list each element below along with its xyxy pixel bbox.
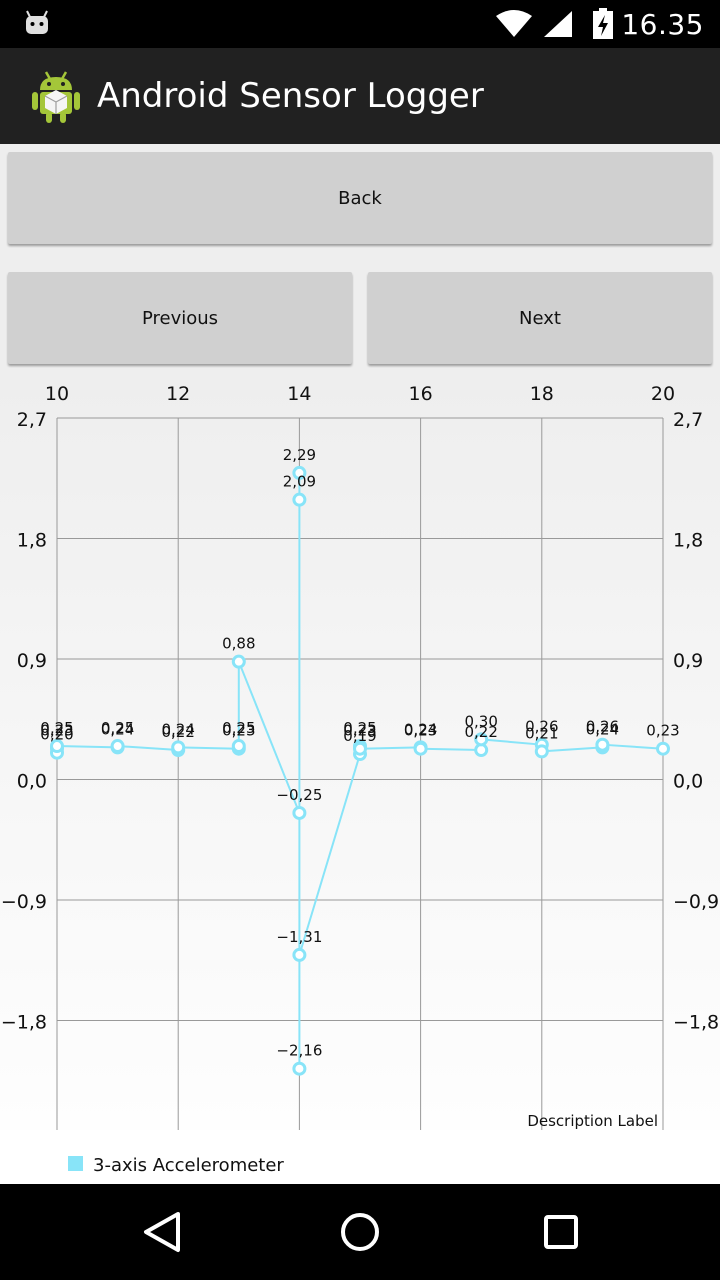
data-point bbox=[231, 739, 246, 754]
accelerometer-chart[interactable]: 10 12 14 16 18 20 2,7 2,7 1,8 1,8 0,9 0,9 0,0 0,0 −0,9… bbox=[0, 372, 720, 1184]
data-label: 0,24 bbox=[404, 720, 437, 738]
previous-button[interactable]: Previous bbox=[8, 272, 352, 364]
data-label: 0,25 bbox=[222, 719, 255, 737]
y-tick-label-left: 0,0 bbox=[17, 771, 47, 793]
data-label: 0,25 bbox=[343, 719, 376, 737]
data-label: 0,21 bbox=[525, 724, 558, 742]
x-tick-label: 10 bbox=[45, 383, 69, 405]
x-tick-label: 20 bbox=[651, 383, 675, 405]
data-label: −0,25 bbox=[276, 786, 322, 804]
signal-icon bbox=[543, 10, 573, 42]
wifi-icon bbox=[495, 10, 533, 42]
data-label: 0,26 bbox=[525, 718, 558, 736]
navigation-bar bbox=[0, 1184, 720, 1280]
data-label: 0,23 bbox=[343, 722, 376, 740]
data-label: 0,24 bbox=[101, 720, 134, 738]
data-label: 0,26 bbox=[586, 718, 619, 736]
data-label: 0,30 bbox=[464, 712, 497, 730]
data-point bbox=[110, 739, 125, 754]
data-label: 0,24 bbox=[586, 720, 619, 738]
y-tick-label-right: 2,7 bbox=[673, 409, 703, 431]
x-tick-label: 12 bbox=[166, 383, 190, 405]
data-label: 0,24 bbox=[161, 720, 194, 738]
y-tick-label-right: 0,9 bbox=[673, 650, 703, 672]
y-tick-label-right: −1,8 bbox=[673, 1012, 719, 1034]
data-label: −2,16 bbox=[276, 1042, 322, 1060]
action-bar: Android Sensor Logger bbox=[0, 48, 720, 144]
chart-description-label: Description Label bbox=[527, 1112, 658, 1130]
data-point bbox=[353, 741, 367, 756]
status-bar: 16.35 bbox=[0, 0, 720, 48]
data-label: 0,22 bbox=[464, 723, 497, 741]
legend-swatch bbox=[68, 1156, 83, 1171]
next-button[interactable]: Next bbox=[368, 272, 712, 364]
y-tick-label-left: 0,9 bbox=[17, 650, 47, 672]
status-time: 16.35 bbox=[621, 8, 704, 41]
y-tick-label-right: 1,8 bbox=[673, 530, 703, 552]
data-point bbox=[292, 465, 307, 480]
data-label: 0,19 bbox=[343, 727, 376, 745]
data-label: 0,22 bbox=[161, 723, 194, 741]
data-label: 0,88 bbox=[222, 635, 255, 653]
legend-label: 3-axis Accelerometer bbox=[93, 1155, 284, 1176]
data-point bbox=[595, 737, 610, 752]
data-label: 0,23 bbox=[404, 722, 437, 740]
data-label: 0,25 bbox=[40, 719, 73, 737]
data-point bbox=[656, 741, 670, 756]
x-tick-label: 14 bbox=[287, 383, 311, 405]
data-label: 0,23 bbox=[222, 722, 255, 740]
data-point bbox=[292, 492, 307, 507]
data-label: 0,23 bbox=[646, 722, 679, 740]
data-point bbox=[50, 739, 64, 754]
data-point bbox=[231, 654, 246, 669]
data-point bbox=[292, 805, 307, 820]
data-point bbox=[171, 740, 186, 755]
battery-charging-icon bbox=[592, 8, 614, 44]
android-notification-icon bbox=[24, 10, 50, 40]
data-point bbox=[534, 744, 549, 759]
x-tick-label: 18 bbox=[530, 383, 554, 405]
chart-canvas: 10 12 14 16 18 20 2,7 2,7 1,8 1,8 0,9 0,9 0,0 0,0 −0,9… bbox=[0, 372, 720, 1184]
y-tick-label-right: −0,9 bbox=[673, 891, 719, 913]
recents-nav-icon[interactable] bbox=[540, 1208, 584, 1260]
data-point bbox=[292, 1061, 307, 1076]
data-point bbox=[474, 732, 489, 747]
back-button[interactable]: Back bbox=[8, 152, 712, 244]
x-tick-label: 16 bbox=[409, 383, 433, 405]
data-label: 2,29 bbox=[283, 446, 316, 464]
data-label: 0,25 bbox=[101, 719, 134, 737]
y-tick-label-left: 1,8 bbox=[17, 530, 47, 552]
data-label: 0,23 bbox=[40, 722, 73, 740]
data-label: 2,09 bbox=[283, 473, 316, 491]
app-logo-icon bbox=[30, 68, 82, 128]
back-nav-icon[interactable] bbox=[140, 1208, 184, 1260]
app-title: Android Sensor Logger bbox=[97, 76, 484, 116]
data-point bbox=[413, 741, 428, 756]
data-label: 0,20 bbox=[40, 726, 73, 744]
y-tick-label-left: −1,8 bbox=[1, 1012, 47, 1034]
data-point bbox=[292, 947, 307, 962]
y-tick-label-left: −0,9 bbox=[1, 891, 47, 913]
home-nav-icon[interactable] bbox=[338, 1208, 382, 1260]
y-tick-label-left: 2,7 bbox=[17, 409, 47, 431]
y-tick-label-right: 0,0 bbox=[673, 771, 703, 793]
data-label: −1,31 bbox=[276, 928, 322, 946]
